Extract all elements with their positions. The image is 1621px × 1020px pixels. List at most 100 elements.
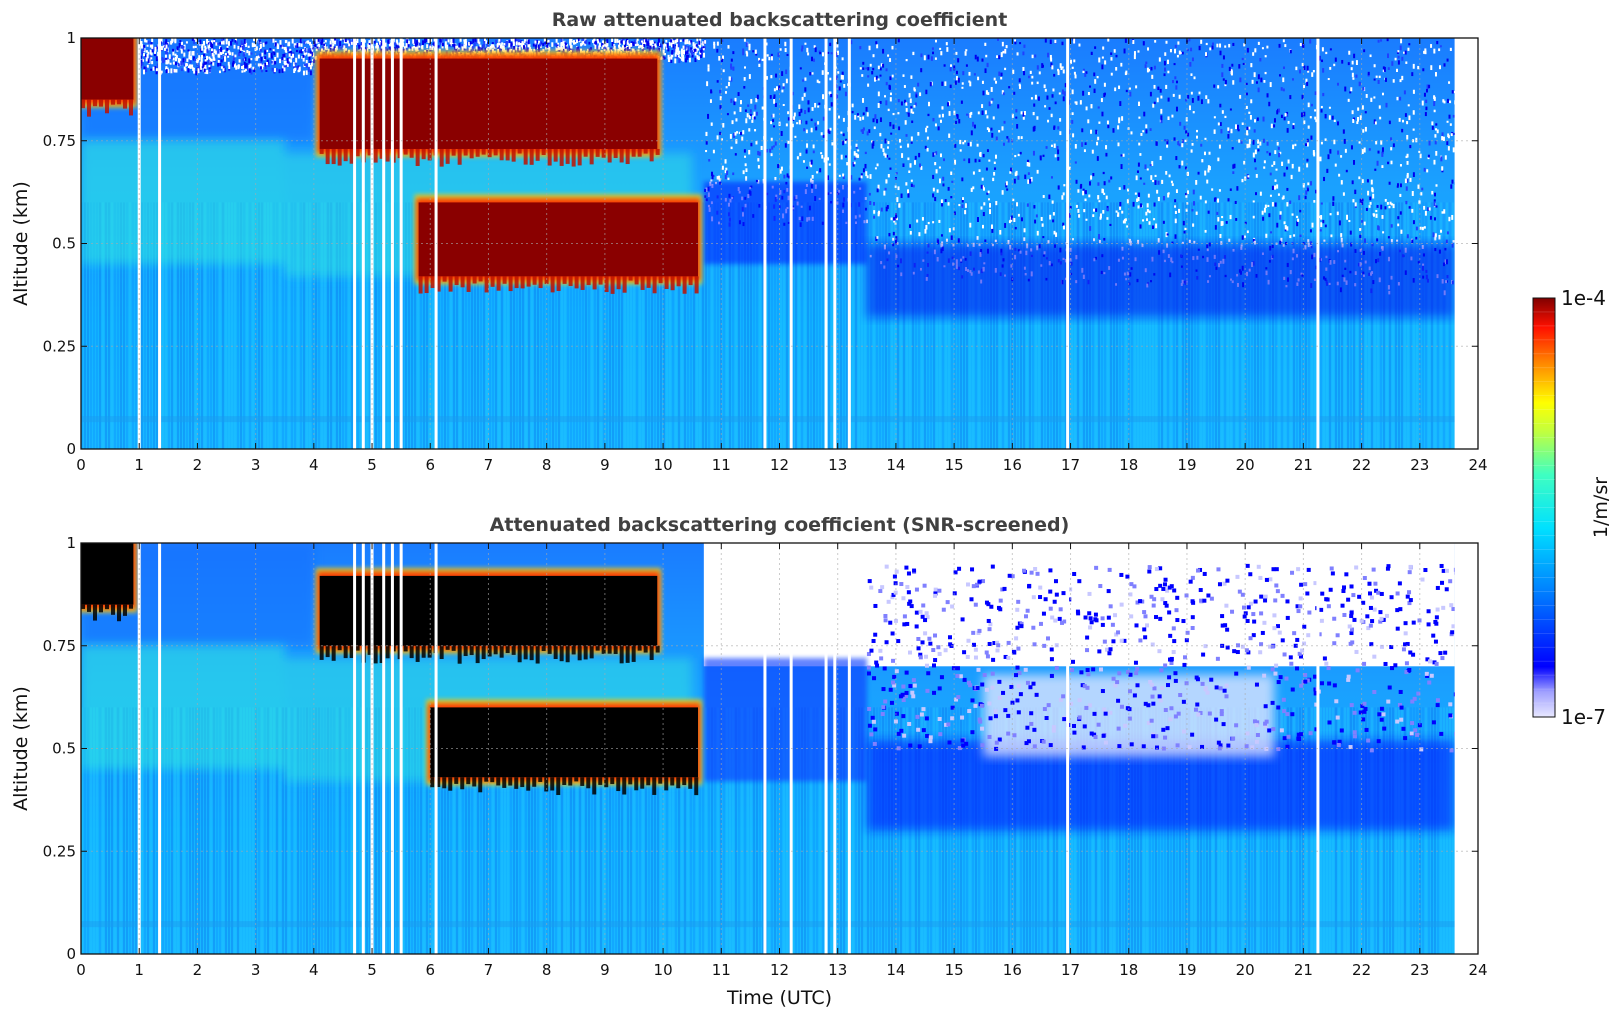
y-axis-label: Altitude (km) bbox=[10, 686, 32, 811]
x-tick-label: 8 bbox=[542, 456, 552, 474]
x-tick-label: 22 bbox=[1352, 456, 1371, 474]
x-tick-label: 3 bbox=[251, 961, 261, 979]
x-tick-label: 16 bbox=[1003, 456, 1022, 474]
x-tick-label: 13 bbox=[828, 456, 847, 474]
colorbar-max-label: 1e-4 bbox=[1561, 286, 1606, 310]
screened-noise bbox=[866, 563, 1459, 753]
x-tick-label: 12 bbox=[770, 456, 789, 474]
x-tick-label: 4 bbox=[309, 961, 319, 979]
x-tick-label: 4 bbox=[309, 456, 319, 474]
x-tick-label: 11 bbox=[712, 456, 731, 474]
data-gap bbox=[158, 38, 162, 449]
heatmap-band bbox=[81, 416, 1455, 423]
data-gap bbox=[847, 38, 851, 449]
heatmap-striations bbox=[81, 202, 1454, 449]
layer-core bbox=[81, 543, 134, 605]
layer-core bbox=[418, 202, 699, 277]
y-tick-label: 0.25 bbox=[43, 337, 76, 355]
upper-zone bbox=[703, 181, 867, 265]
colorbar-min-label: 1e-7 bbox=[1561, 705, 1606, 729]
colorbar: 1e-4 1e-7 1/m/sr bbox=[1532, 286, 1612, 729]
data-gap bbox=[763, 543, 767, 954]
data-gap bbox=[847, 543, 851, 954]
x-tick-label: 20 bbox=[1236, 961, 1255, 979]
y-tick-label: 0.25 bbox=[43, 842, 76, 860]
heatmap-area bbox=[81, 543, 1478, 954]
data-gap bbox=[353, 543, 357, 954]
x-tick-label: 21 bbox=[1294, 456, 1313, 474]
panel-2: 0 1 2 3 4 5 6 7 8 9 10 11 12 13 14 15 16 17 18 19 20 21 22 23 24… bbox=[10, 514, 1488, 1009]
data-gap bbox=[353, 38, 357, 449]
data-gap bbox=[382, 38, 386, 449]
data-gap bbox=[833, 543, 837, 954]
upper-zone bbox=[703, 658, 867, 782]
x-tick-label: 17 bbox=[1061, 961, 1080, 979]
x-tick-label: 12 bbox=[770, 961, 789, 979]
x-tick-label: 21 bbox=[1294, 961, 1313, 979]
x-tick-label: 9 bbox=[600, 456, 610, 474]
x-tick-label: 22 bbox=[1352, 961, 1371, 979]
x-tick-label: 5 bbox=[367, 961, 377, 979]
data-gap bbox=[382, 543, 386, 954]
colorbar-gradient bbox=[1532, 297, 1556, 718]
data-gap bbox=[361, 543, 365, 954]
y-tick-label: 0.75 bbox=[43, 637, 76, 655]
x-tick-label: 8 bbox=[542, 961, 552, 979]
heatmap-band bbox=[81, 921, 1455, 928]
y-tick-label: 0.5 bbox=[52, 235, 76, 253]
x-tick-label: 23 bbox=[1410, 961, 1429, 979]
x-tick-label: 11 bbox=[712, 961, 731, 979]
y-tick-label: 0 bbox=[66, 440, 76, 458]
x-tick-label: 0 bbox=[76, 961, 86, 979]
x-tick-label: 9 bbox=[600, 961, 610, 979]
x-tick-label: 19 bbox=[1177, 456, 1196, 474]
x-tick-label: 7 bbox=[484, 456, 494, 474]
x-tick-label: 18 bbox=[1119, 456, 1138, 474]
x-tick-label: 6 bbox=[425, 456, 435, 474]
data-gap bbox=[361, 38, 365, 449]
y-tick-label: 0.5 bbox=[52, 740, 76, 758]
x-tick-label: 24 bbox=[1468, 961, 1487, 979]
upper-zone bbox=[866, 243, 1455, 318]
chart-title: Attenuated backscattering coefficient (S… bbox=[490, 514, 1070, 536]
data-gap bbox=[833, 38, 837, 449]
x-tick-label: 10 bbox=[654, 456, 673, 474]
x-tick-label: 3 bbox=[251, 456, 261, 474]
x-tick-label: 17 bbox=[1061, 456, 1080, 474]
x-tick-label: 13 bbox=[828, 961, 847, 979]
x-tick-label: 2 bbox=[193, 456, 203, 474]
x-tick-label: 14 bbox=[886, 456, 905, 474]
x-tick-label: 23 bbox=[1410, 456, 1429, 474]
data-gap bbox=[763, 38, 767, 449]
x-tick-label: 5 bbox=[367, 456, 377, 474]
colorbar-label: 1/m/sr bbox=[1590, 477, 1612, 538]
y-tick-label: 0.75 bbox=[43, 132, 76, 150]
x-tick-label: 6 bbox=[425, 961, 435, 979]
layer-core bbox=[81, 38, 134, 100]
x-tick-label: 20 bbox=[1236, 456, 1255, 474]
x-tick-label: 15 bbox=[945, 456, 964, 474]
ticks: 0 1 2 3 4 5 6 7 8 9 10 11 12 13 14 15 16 17 18 19 20 21 22 23 24… bbox=[43, 534, 1488, 979]
y-axis-label: Altitude (km) bbox=[10, 181, 32, 306]
x-tick-label: 7 bbox=[484, 961, 494, 979]
x-tick-label: 19 bbox=[1177, 961, 1196, 979]
x-axis-label: Time (UTC) bbox=[726, 987, 832, 1009]
x-tick-label: 1 bbox=[134, 456, 144, 474]
y-tick-label: 1 bbox=[66, 534, 76, 552]
layer-core bbox=[430, 707, 699, 778]
x-tick-label: 1 bbox=[134, 961, 144, 979]
x-tick-label: 10 bbox=[654, 961, 673, 979]
heatmap-area bbox=[81, 38, 1478, 449]
x-tick-label: 16 bbox=[1003, 961, 1022, 979]
x-tick-label: 18 bbox=[1119, 961, 1138, 979]
data-gap bbox=[158, 543, 162, 954]
x-tick-label: 24 bbox=[1468, 456, 1487, 474]
ticks: 0 1 2 3 4 5 6 7 8 9 10 11 12 13 14 15 16 17 18 19 20 21 22 23 24… bbox=[43, 29, 1488, 474]
x-tick-label: 14 bbox=[886, 961, 905, 979]
x-tick-label: 15 bbox=[945, 961, 964, 979]
x-tick-label: 0 bbox=[76, 456, 86, 474]
layer-core bbox=[319, 575, 658, 646]
x-tick-label: 2 bbox=[193, 961, 203, 979]
